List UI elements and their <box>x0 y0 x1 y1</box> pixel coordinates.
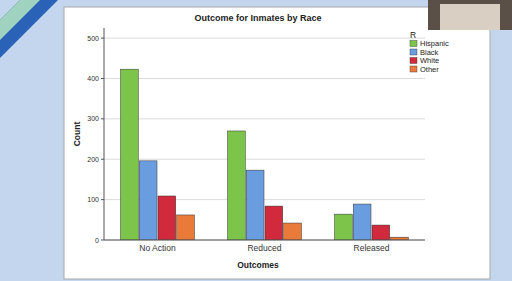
legend-swatch <box>410 41 417 47</box>
y-tick-label: 200 <box>87 156 99 163</box>
y-axis-label: Count <box>72 122 82 147</box>
slide-background <box>0 0 512 281</box>
bar <box>284 223 302 240</box>
bar <box>372 225 390 240</box>
bar <box>121 69 139 240</box>
grid-line <box>104 118 425 119</box>
y-tick-label: 400 <box>87 75 99 82</box>
bar <box>158 196 176 240</box>
y-tick-label: 0 <box>95 237 99 244</box>
y-tick-label: 100 <box>87 196 99 203</box>
y-axis <box>104 28 105 240</box>
x-tick-label: No Action <box>139 243 176 253</box>
bar <box>335 214 353 240</box>
legend-label: Other <box>420 65 439 74</box>
x-axis <box>104 240 425 241</box>
bar <box>353 204 371 240</box>
legend-title: R <box>410 30 416 40</box>
webcam-overlay <box>428 0 512 30</box>
slide-decoration <box>0 0 58 58</box>
y-tick-label: 500 <box>87 35 99 42</box>
bar <box>228 131 246 240</box>
bar <box>265 206 283 240</box>
chart-title: Outcome for Inmates by Race <box>194 13 321 23</box>
legend-swatch <box>410 58 417 64</box>
chart: Outcome for Inmates by Race 0 100 200 300 400… <box>0 0 512 281</box>
bars <box>121 69 409 240</box>
bar <box>246 170 264 240</box>
x-axis-label: Outcomes <box>237 260 279 270</box>
legend-swatch <box>410 66 417 72</box>
webcam-overlay <box>440 4 500 30</box>
y-tick-label: 300 <box>87 115 99 122</box>
grid-line <box>104 159 425 160</box>
x-tick-label: Reduced <box>247 243 281 253</box>
grid-line <box>104 38 425 39</box>
chart-panel <box>64 7 490 279</box>
bar <box>177 215 195 240</box>
legend-swatch <box>410 49 417 55</box>
x-tick-label: Released <box>354 243 390 253</box>
grid-line <box>104 78 425 79</box>
slide-decoration <box>0 0 40 40</box>
grid-line <box>104 240 425 241</box>
bar <box>139 161 157 240</box>
